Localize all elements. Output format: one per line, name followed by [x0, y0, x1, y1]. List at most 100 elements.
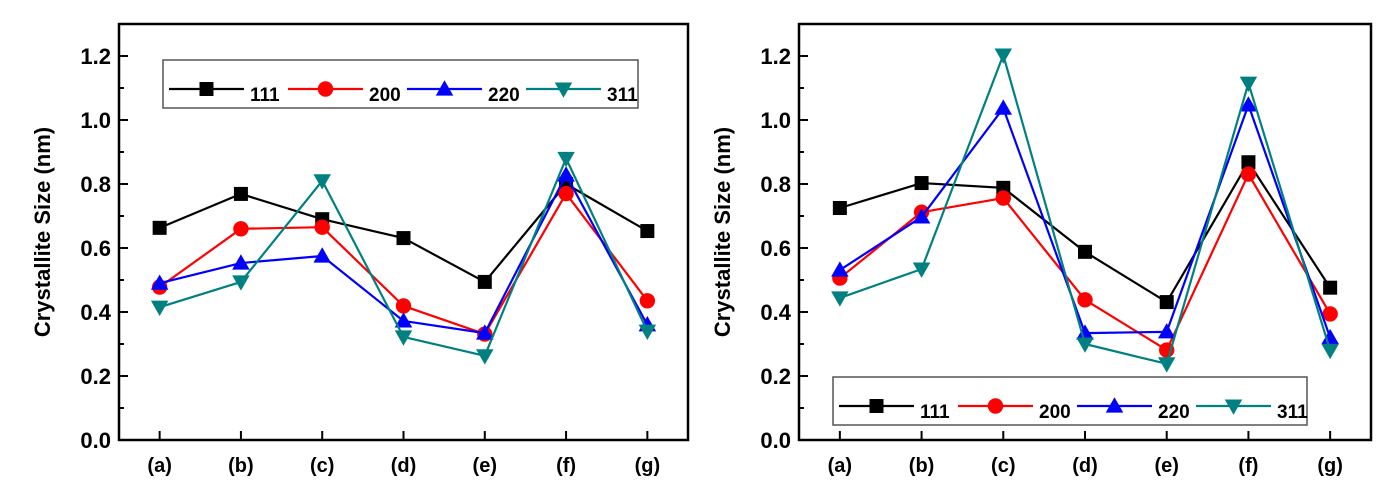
data-point-311: [313, 174, 331, 190]
legend-label-311: 311: [1277, 402, 1308, 423]
series-311: [150, 151, 657, 365]
data-point-111: [1078, 244, 1092, 259]
x-tick-label: (a): [147, 455, 171, 477]
data-point-220: [994, 99, 1013, 115]
data-point-311: [394, 330, 413, 346]
x-tick-label: (b): [909, 455, 935, 477]
data-point-111: [233, 186, 248, 201]
data-point-220: [1239, 96, 1258, 112]
legend-label-200: 200: [369, 85, 401, 106]
data-point-311: [912, 262, 931, 278]
y-tick-label: 0.0: [760, 428, 791, 453]
series-line-200: [839, 172, 1332, 352]
series-111: [832, 155, 1338, 310]
series-311: [831, 48, 1339, 373]
legend-marker-220: [1105, 397, 1124, 413]
data-point-311: [638, 324, 657, 340]
data-point-111: [832, 201, 847, 215]
data-point-111: [477, 274, 492, 289]
data-point-311: [150, 300, 169, 316]
y-tick-label: 0.8: [80, 172, 111, 197]
data-point-220: [232, 254, 250, 270]
legend-label-111: 111: [250, 85, 280, 106]
data-point-311: [1157, 357, 1176, 373]
y-tick-label: 0.0: [80, 428, 111, 453]
legend-marker-200: [987, 398, 1004, 414]
y-tick-label: 1.2: [80, 44, 111, 69]
legend-marker-111: [199, 82, 214, 96]
legend: 111 200 220 311: [162, 59, 639, 109]
data-point-311: [1239, 76, 1258, 92]
chart-panel-1: 0.0 0.2 0.4 0.6 0.8 1.0 1.2 (a) (b) (c) (d) (e) (f) (…: [30, 22, 690, 477]
series-111: [152, 177, 655, 289]
series-220: [831, 96, 1339, 345]
data-point-220: [831, 261, 849, 277]
data-point-220: [1157, 323, 1176, 339]
data-point-200: [558, 185, 574, 202]
x-tick-label: (e): [1154, 455, 1178, 477]
data-point-311: [557, 151, 575, 168]
x-tick-label: (f): [1238, 455, 1258, 477]
x-tick-label: (f): [556, 455, 576, 477]
x-tick-label: (c): [310, 455, 334, 477]
legend-label-220: 220: [1158, 402, 1190, 423]
x-tick-label: (d): [1072, 455, 1098, 477]
x-tick-label: (g): [1317, 455, 1343, 477]
data-point-200: [995, 190, 1011, 206]
legend-marker-220: [435, 80, 454, 96]
y-tick-label: 1.0: [80, 108, 111, 133]
y-tick-label: 0.2: [80, 364, 111, 389]
data-point-311: [476, 349, 494, 365]
data-point-200: [1322, 306, 1338, 322]
legend-marker-311: [554, 82, 573, 98]
legend-marker-111: [869, 399, 884, 413]
x-tick-label: (d): [391, 455, 417, 477]
data-point-200: [639, 293, 656, 309]
data-point-220: [150, 274, 169, 290]
data-point-111: [1241, 155, 1256, 170]
y-tick-label: 0.6: [80, 236, 111, 261]
legend-label-220: 220: [488, 85, 520, 106]
x-tick-label: (g): [635, 455, 661, 477]
data-point-220: [476, 324, 494, 340]
data-point-111: [640, 224, 655, 239]
data-point-200: [314, 219, 330, 235]
data-point-220: [313, 247, 331, 263]
data-point-111: [1159, 295, 1174, 310]
data-point-220: [394, 312, 413, 328]
data-point-111: [1323, 280, 1338, 295]
y-tick-label: 1.2: [760, 44, 791, 69]
y-tick-label: 0.2: [760, 364, 791, 389]
data-point-111: [152, 220, 167, 235]
data-point-200: [233, 221, 249, 237]
legend-label-200: 200: [1039, 402, 1071, 423]
y-axis-title: Crystallite Size (nm): [710, 127, 735, 337]
series-line-111: [839, 161, 1332, 304]
data-point-220: [912, 208, 931, 224]
data-point-311: [994, 48, 1013, 64]
x-tick-label: (a): [828, 455, 852, 477]
series-line-311: [839, 53, 1332, 365]
data-point-200: [1077, 292, 1093, 308]
data-point-220: [557, 166, 575, 182]
x-tick-label: (b): [228, 455, 254, 477]
data-point-311: [1321, 343, 1339, 360]
y-tick-label: 0.4: [760, 300, 791, 325]
legend-marker-311: [1224, 399, 1243, 415]
data-point-200: [1240, 166, 1257, 182]
data-point-111: [914, 176, 929, 191]
y-axis-title: Crystallite Size (nm): [30, 127, 55, 337]
data-point-220: [1076, 324, 1094, 340]
data-point-311: [1076, 337, 1094, 353]
x-tick-label: (c): [991, 455, 1015, 477]
chart-panel-2: 0.0 0.2 0.4 0.6 0.8 1.0 1.2 (a) (b) (c) (d) (e) (f) (…: [710, 22, 1373, 477]
y-tick-label: 0.6: [760, 236, 791, 261]
y-tick-label: 0.4: [80, 300, 111, 325]
legend-label-111: 111: [920, 402, 950, 423]
legend-marker-200: [317, 81, 334, 97]
x-tick-label: (e): [473, 455, 497, 477]
legend-label-311: 311: [607, 85, 638, 106]
y-tick-label: 1.0: [760, 108, 791, 133]
legend: 111 200 220 311: [832, 376, 1308, 426]
